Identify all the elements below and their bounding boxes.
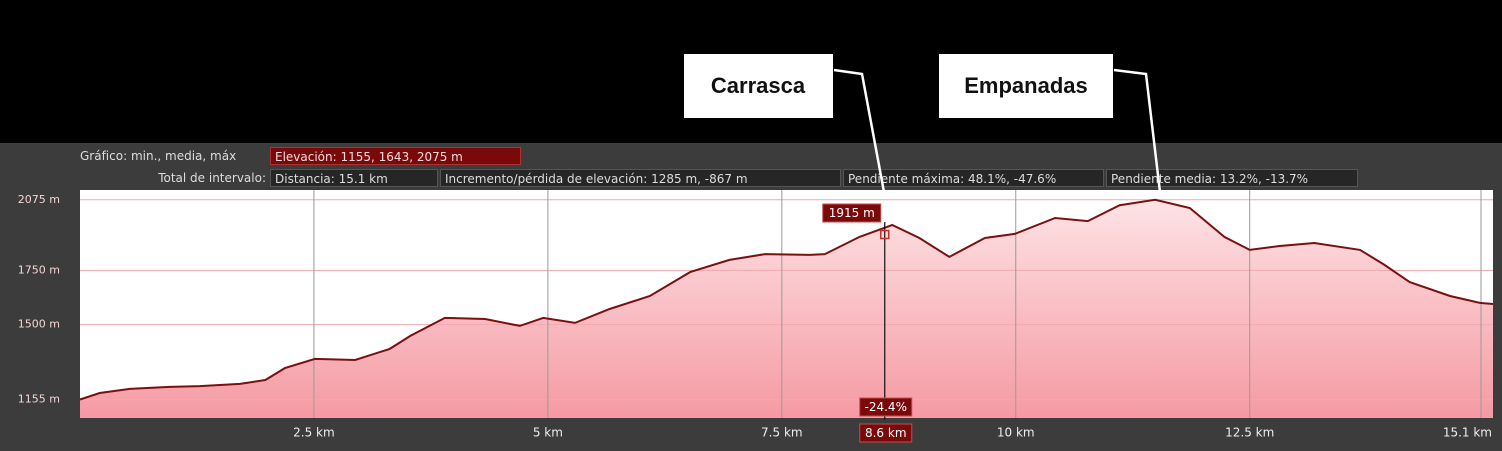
elevation-area xyxy=(80,199,1493,418)
callout-label: Carrasca xyxy=(711,73,806,98)
callout-box xyxy=(937,52,1115,120)
x-tick-label: 5 km xyxy=(533,426,563,440)
chart-label: Gráfico: min., media, máx xyxy=(80,149,237,163)
x-tick-label: 10 km xyxy=(997,426,1035,440)
gain-loss: Incremento/pérdida de elevación: 1285 m,… xyxy=(440,169,841,187)
cursor-value-label: 1915 m xyxy=(829,206,875,220)
y-tick-label: 1750 m xyxy=(18,263,60,276)
callout-pointer xyxy=(1113,68,1162,193)
range-label: Total de intervalo: xyxy=(158,171,266,185)
callout-pointer xyxy=(833,68,886,193)
cursor-value-label-box xyxy=(822,203,882,223)
x-tick-label: 7.5 km xyxy=(761,426,803,440)
max-slope: Pendiente máxima: 48.1%, -47.6% xyxy=(843,169,1104,187)
distance: Distancia: 15.1 km xyxy=(270,169,438,187)
cursor-x-label-box xyxy=(859,423,913,443)
callout-box xyxy=(682,52,835,120)
x-tick-label: 12.5 km xyxy=(1225,426,1274,440)
y-tick-label: 2075 m xyxy=(18,193,60,206)
cursor-marker xyxy=(880,229,890,240)
cursor-slope-label: -24.4% xyxy=(865,400,907,414)
mean-slope: Pendiente media: 13.2%, -13.7% xyxy=(1106,169,1358,187)
y-tick-label: 1155 m xyxy=(18,393,60,406)
y-tick-label: 1500 m xyxy=(18,318,60,331)
x-tick-label: 15.1 km xyxy=(1443,426,1492,440)
callout-label: Empanadas xyxy=(964,73,1088,98)
elevation-line xyxy=(79,198,1494,401)
cursor-x-label: 8.6 km xyxy=(865,426,907,440)
cursor-slope-label-box xyxy=(859,397,913,417)
x-tick-label: 2.5 km xyxy=(293,426,335,440)
elevation-stats: Elevación: 1155, 1643, 2075 m xyxy=(270,147,521,165)
